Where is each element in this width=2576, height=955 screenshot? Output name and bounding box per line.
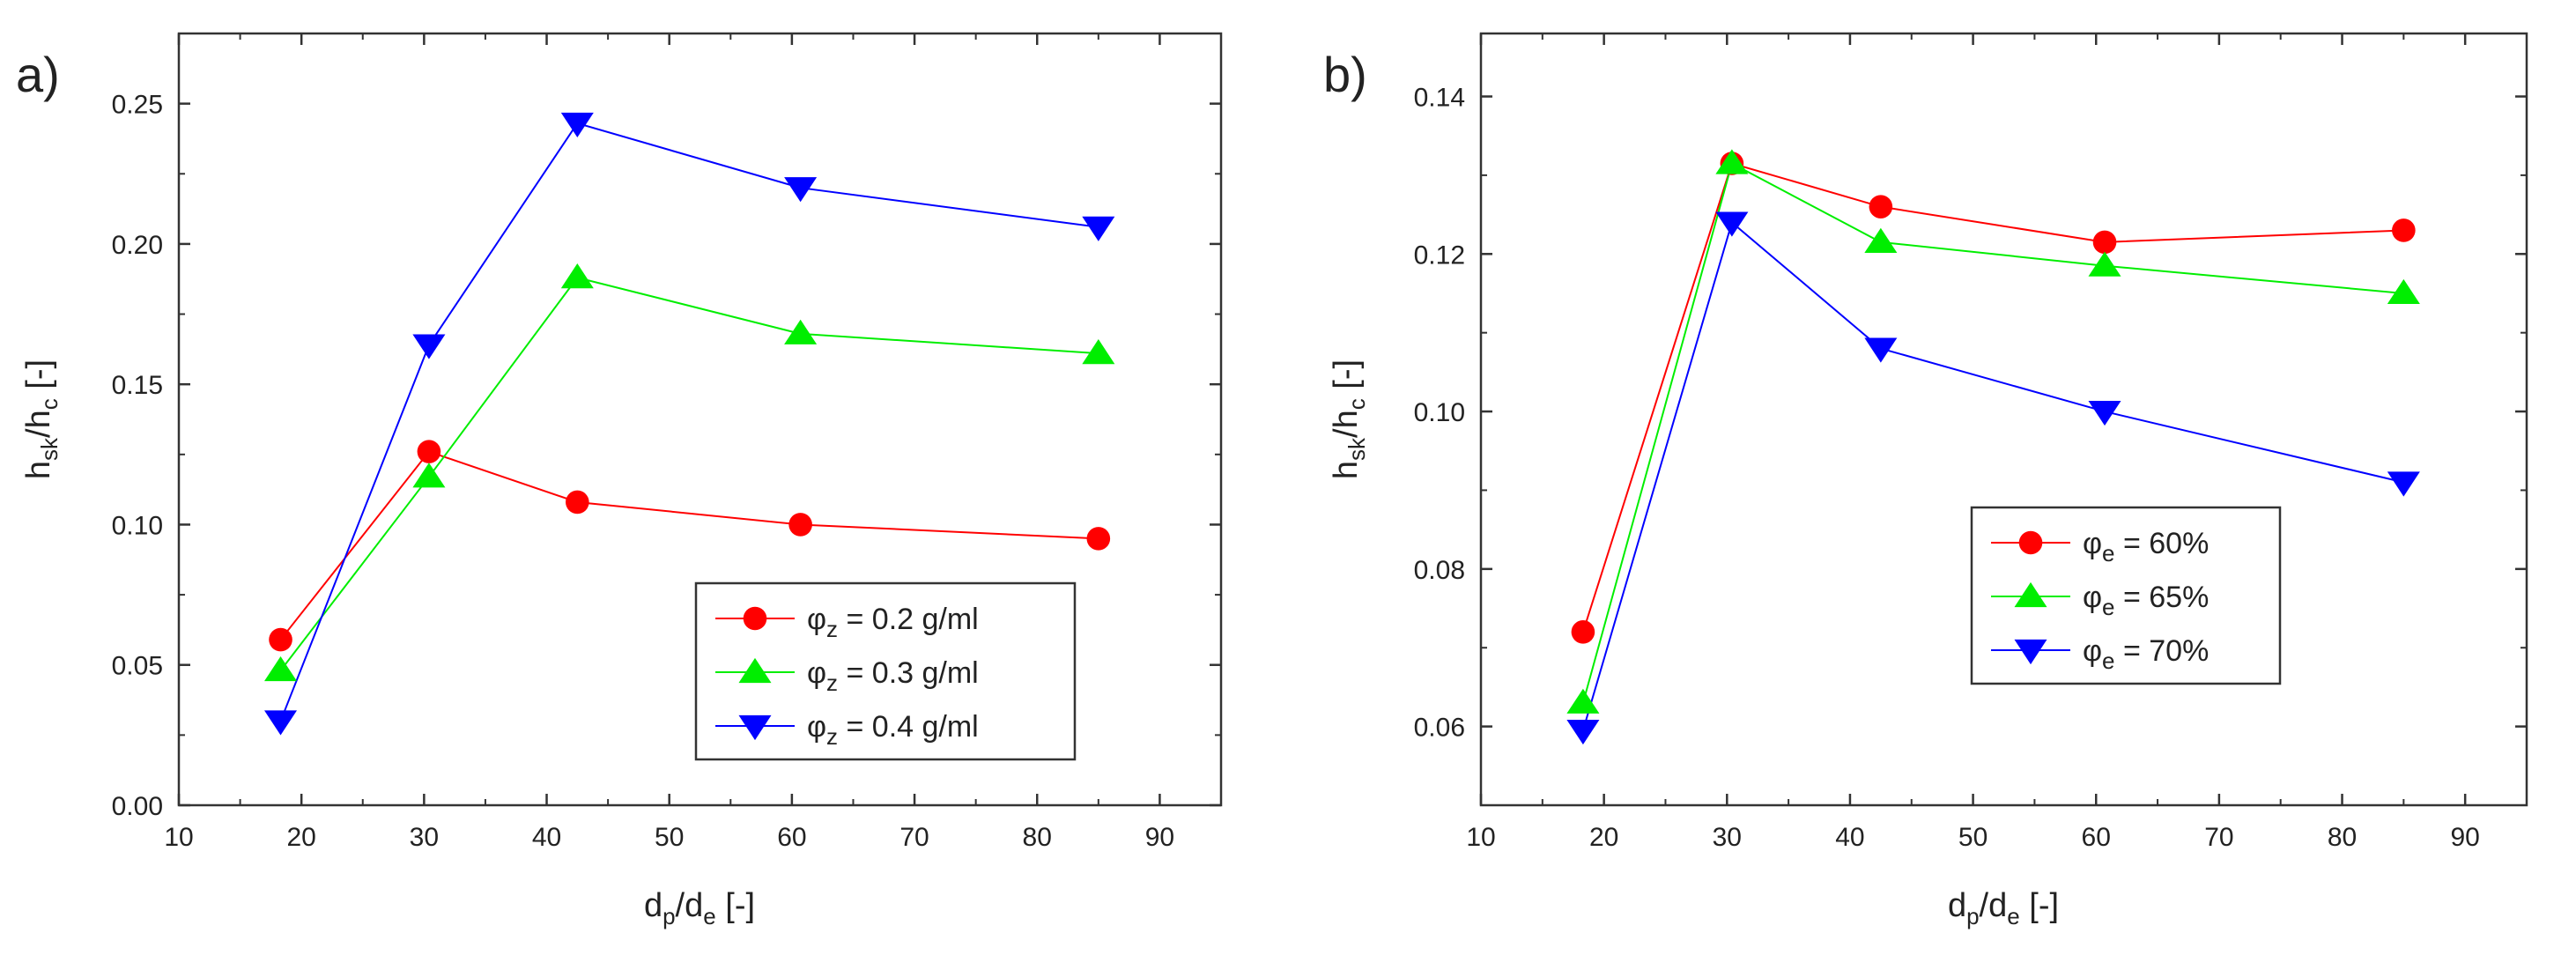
x-tick-label: 50 xyxy=(1958,823,1988,852)
y-tick-label: 0.10 xyxy=(1414,398,1465,427)
legend-marker-2 xyxy=(738,657,772,684)
data-point-s2-1 xyxy=(1566,688,1600,714)
y-tick-label: 0.14 xyxy=(1414,84,1465,113)
x-tick-label: 20 xyxy=(1589,823,1618,852)
y-tick-label: 0.20 xyxy=(112,231,163,260)
data-point-s3-3 xyxy=(1864,337,1898,363)
plot-frame xyxy=(1479,32,2528,807)
data-point-s3-5 xyxy=(2387,471,2420,497)
x-tick-label: 30 xyxy=(1713,823,1742,852)
y-tick-label: 0.06 xyxy=(1414,714,1465,743)
legend-label-2: φz = 0.3 g/ml xyxy=(807,656,979,696)
data-point-s1-5 xyxy=(2392,218,2416,242)
legend-label-1: φz = 0.2 g/ml xyxy=(807,603,979,642)
x-tick-label: 40 xyxy=(532,823,561,852)
x-tick-label: 90 xyxy=(1145,823,1174,852)
x-tick-label: 50 xyxy=(655,823,684,852)
x-tick-label: 40 xyxy=(1835,823,1864,852)
y-tick-label: 0.25 xyxy=(112,91,163,120)
legend-label-3: φz = 0.4 g/ml xyxy=(807,710,979,750)
data-point-s3-5 xyxy=(1082,216,1115,241)
data-point-s1-3 xyxy=(1869,195,1893,218)
x-axis-title: dp/de [-] xyxy=(1948,887,2059,929)
data-point-s1-5 xyxy=(1086,527,1111,551)
panel-label: a) xyxy=(16,47,60,102)
panel-label: b) xyxy=(1323,47,1367,102)
data-point-s2-1 xyxy=(264,655,298,682)
y-tick-label: 0.15 xyxy=(112,371,163,400)
data-point-s3-2 xyxy=(412,334,446,359)
legend-marker-1 xyxy=(2018,530,2043,555)
data-point-s2-2 xyxy=(1715,149,1749,174)
x-tick-label: 60 xyxy=(2082,823,2111,852)
data-point-s1-4 xyxy=(2092,230,2117,255)
legend: φe = 60% φe = 65% φe = 70% xyxy=(1970,506,2282,685)
data-point-s1-1 xyxy=(1571,620,1595,644)
y-tick-label: 0.10 xyxy=(112,511,163,540)
x-tick-label: 10 xyxy=(164,823,193,852)
data-point-s2-4 xyxy=(784,319,818,344)
y-axis-title: hsk/hc [-] xyxy=(1328,359,1370,479)
legend-marker-1 xyxy=(743,606,767,631)
data-point-s3-4 xyxy=(2088,400,2121,426)
legend-label-1: φe = 60% xyxy=(2083,527,2209,566)
x-tick-label: 70 xyxy=(899,823,929,852)
x-tick-label: 80 xyxy=(1023,823,1052,852)
y-axis-title: hsk/hc [-] xyxy=(20,359,63,479)
data-point-s3-3 xyxy=(560,112,594,138)
x-tick-label: 30 xyxy=(410,823,439,852)
data-point-s3-1 xyxy=(1566,720,1600,745)
data-point-s2-5 xyxy=(2387,278,2420,305)
data-point-s2-4 xyxy=(2088,251,2121,277)
data-point-s1-3 xyxy=(566,490,589,515)
legend-marker-3 xyxy=(738,714,772,741)
data-point-s2-3 xyxy=(1864,227,1898,253)
x-tick-label: 80 xyxy=(2328,823,2357,852)
plot-frame xyxy=(177,32,1223,807)
legend-label-2: φe = 65% xyxy=(2083,581,2209,620)
y-tick-label: 0.05 xyxy=(112,652,163,681)
x-tick-label: 10 xyxy=(1466,823,1495,852)
y-tick-label: 0.12 xyxy=(1414,241,1465,270)
data-point-s1-2 xyxy=(417,440,441,463)
data-point-s3-4 xyxy=(784,177,818,203)
legend: φz = 0.2 g/ml φz = 0.3 g/ml φz = 0.4 g/ml xyxy=(694,581,1077,761)
chart-panel-2: 10 20 30 40 50 60 70 80 90 0.06 0.08 0.10 0.12 0.14 b)… xyxy=(1323,32,2528,929)
data-point-s3-2 xyxy=(1715,211,1749,237)
x-tick-label: 20 xyxy=(286,823,315,852)
x-tick-label: 70 xyxy=(2204,823,2233,852)
data-point-s1-4 xyxy=(788,513,812,537)
x-axis-title: dp/de [-] xyxy=(644,887,755,929)
x-tick-label: 90 xyxy=(2450,823,2479,852)
data-point-s2-3 xyxy=(560,263,594,289)
data-point-s2-2 xyxy=(412,463,446,488)
legend-marker-3 xyxy=(2014,639,2047,665)
data-point-s1-1 xyxy=(269,627,292,652)
y-tick-label: 0.00 xyxy=(112,792,163,821)
data-point-s3-1 xyxy=(264,710,298,736)
legend-label-3: φe = 70% xyxy=(2083,634,2209,674)
x-tick-label: 60 xyxy=(777,823,806,852)
chart-panel-1: 10 20 30 40 50 60 70 80 90 0.00 0.05 0.10 0.15 0.20 0.… xyxy=(16,32,1223,929)
legend-marker-2 xyxy=(2014,581,2047,608)
data-point-s2-5 xyxy=(1082,339,1115,365)
y-tick-label: 0.08 xyxy=(1414,556,1465,585)
